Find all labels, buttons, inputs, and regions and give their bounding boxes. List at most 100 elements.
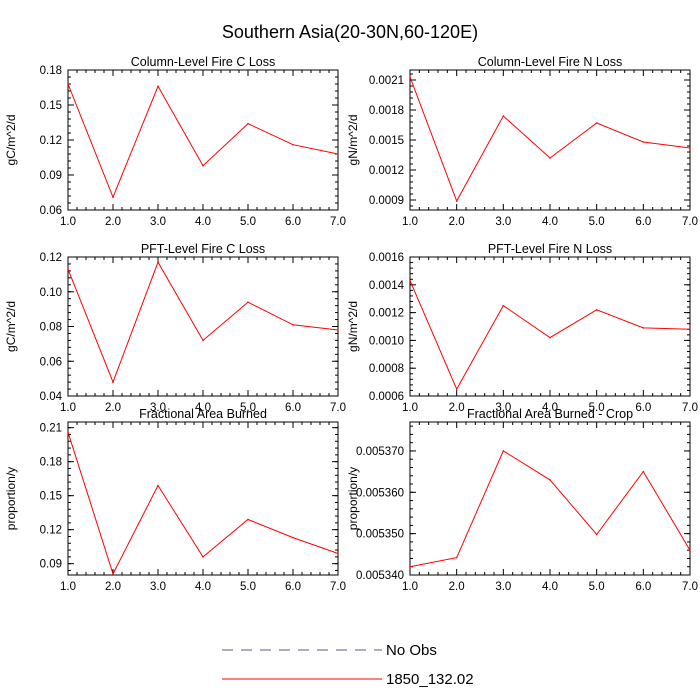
y-tick-label: 0.21 [40,423,62,435]
chart-title: PFT-Level Fire N Loss [488,242,612,256]
series-line [409,280,691,391]
data-point [502,115,505,117]
x-tick-label: 3.0 [150,402,166,414]
data-point [642,470,645,473]
data-point [549,479,551,481]
y-tick-label: 0.005340 [356,570,404,582]
x-tick-label: 1.0 [402,216,418,228]
data-point [67,431,69,434]
x-tick-label: 6.0 [635,581,651,593]
data-point [642,327,645,329]
chart-title: Fractional Area Burned - Crop [467,407,633,421]
x-tick-label: 2.0 [449,581,465,593]
y-tick-label: 0.12 [40,252,62,264]
y-tick-label: 0.15 [40,491,62,503]
data-point [502,450,505,452]
chart-title: Column-Level Fire N Loss [478,55,623,69]
data-point [247,518,249,521]
chart-panel: Column-Level Fire N Loss gN/m^2/d 1.0 2.0 3.… [346,55,698,228]
x-tick-label: 1.0 [60,402,76,414]
x-tick-label: 6.0 [285,216,301,228]
data-point [247,122,249,125]
x-tick-label: 5.0 [589,402,605,414]
data-point [112,196,114,198]
data-point [157,261,159,264]
chart-panel: Fractional Area Burned - Crop proportion/… [346,407,698,593]
data-point [689,328,691,331]
x-tick-label: 1.0 [60,581,76,593]
y-tick-label: 0.10 [40,287,62,299]
data-point [337,329,339,331]
data-point [292,323,294,326]
data-point [642,141,645,143]
x-tick-label: 2.0 [105,216,121,228]
y-tick-label: 0.06 [40,205,62,217]
data-point [157,484,159,487]
data-point [112,573,114,575]
x-tick-label: 3.0 [495,581,511,593]
data-point [202,339,204,342]
y-tick-label: 0.12 [40,135,62,147]
x-tick-label: 7.0 [682,216,698,228]
x-tick-label: 5.0 [240,581,256,593]
y-tick-label: 0.09 [40,559,62,571]
data-point [112,381,114,383]
plot-frame [67,69,339,211]
y-tick-label: 0.12 [40,525,62,537]
x-tick-label: 2.0 [449,216,465,228]
x-tick-label: 3.0 [495,402,511,414]
y-tick-label: 0.08 [40,322,62,334]
y-tick-label: 0.04 [40,391,63,403]
x-tick-label: 1.0 [402,402,418,414]
y-tick-label: 0.005350 [356,529,404,541]
x-tick-label: 1.0 [60,216,76,228]
data-point [689,147,691,149]
y-axis-label: proportion/y [4,467,18,530]
y-tick-label: 0.18 [40,65,62,77]
y-tick-label: 0.005360 [356,487,404,499]
x-tick-label: 4.0 [195,216,211,228]
y-tick-label: 0.0008 [369,363,404,375]
x-tick-label: 4.0 [542,581,558,593]
x-tick-label: 2.0 [105,402,121,414]
x-tick-label: 5.0 [240,216,256,228]
y-tick-label: 0.0018 [369,105,404,117]
data-point [337,153,339,155]
y-tick-label: 0.0012 [369,308,404,320]
chart-panel: Fractional Area Burned proportion/y 1.0 2.0… [4,407,346,593]
y-axis-label: gN/m^2/d [346,115,360,166]
x-tick-label: 7.0 [330,581,346,593]
y-tick-label: 0.0006 [369,391,404,403]
data-point [549,336,551,339]
data-point [337,552,339,555]
x-tick-label: 2.0 [105,581,121,593]
data-point [409,565,411,568]
x-tick-label: 5.0 [589,581,605,593]
data-point [502,304,505,307]
data-point [157,85,159,88]
plot-frame [67,256,339,397]
x-tick-label: 3.0 [150,581,166,593]
data-point [595,122,598,124]
y-tick-label: 0.09 [40,170,62,182]
y-tick-label: 0.0021 [369,75,404,87]
y-tick-label: 0.0012 [369,165,404,177]
data-point [689,549,691,551]
data-point [595,309,598,311]
chart-title: PFT-Level Fire C Loss [141,242,265,256]
y-tick-label: 0.0010 [369,335,404,347]
x-tick-label: 3.0 [150,216,166,228]
y-axis-label: proportion/y [346,467,360,530]
data-point [409,76,411,78]
x-tick-label: 6.0 [285,581,301,593]
y-tick-label: 0.0014 [369,280,405,292]
y-tick-label: 0.005370 [356,446,404,458]
x-tick-label: 7.0 [682,402,698,414]
data-point [455,388,458,390]
y-tick-label: 0.15 [40,100,62,112]
x-tick-label: 7.0 [330,402,346,414]
chart-panel: PFT-Level Fire N Loss gN/m^2/d 1.0 2.0 3.0 4.… [346,242,698,414]
data-point [202,556,204,558]
x-tick-label: 7.0 [330,216,346,228]
figure-title: Southern Asia(20-30N,60-120E) [221,22,479,42]
